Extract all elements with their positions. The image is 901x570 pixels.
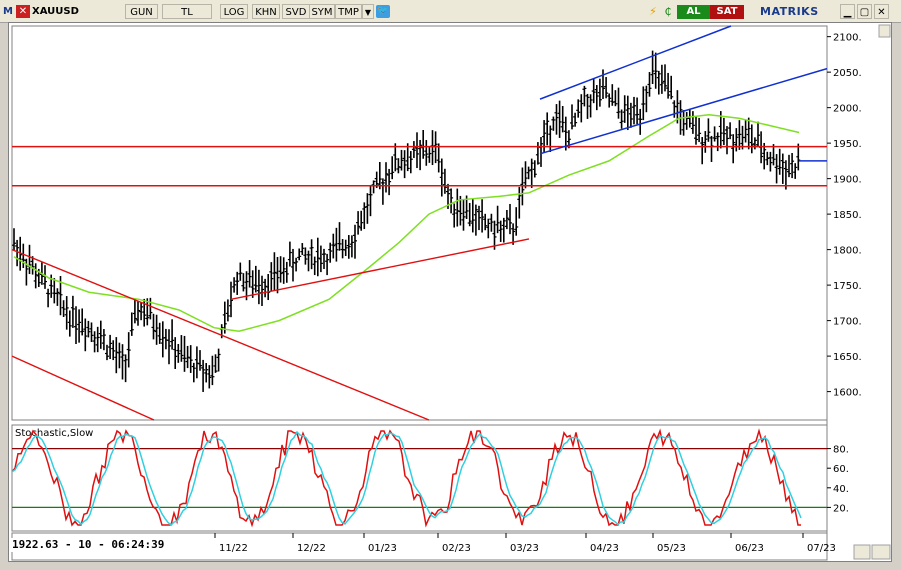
stochastic-k-line [11, 428, 801, 528]
dropdown-chevron-icon[interactable]: ▼ [362, 4, 374, 19]
indicator-tick-label: 80. [833, 445, 849, 456]
indicator-title: Stochastic,Slow [15, 428, 93, 439]
x-tick-label: 05/23 [657, 543, 686, 554]
x-tick-label: 12/22 [297, 543, 326, 554]
price-tick-label: 1600. [833, 388, 862, 399]
x-tick-label: 01/23 [368, 543, 397, 554]
moving-average-line [13, 113, 800, 333]
price-tick-label: 1800. [833, 246, 862, 257]
x-tick-label: 11/22 [219, 543, 248, 554]
svd-button[interactable]: SVD [282, 4, 310, 19]
indicator-tick-label: 40. [833, 484, 849, 495]
trend-line [230, 238, 530, 301]
trend-line [11, 248, 430, 421]
cursor-readout: 1922.63 - 10 - 06:24:39 [10, 538, 167, 552]
price-tick-label: 1750. [833, 281, 862, 292]
close-icon[interactable]: ✕ [16, 5, 30, 18]
m-logo[interactable]: M [3, 6, 13, 17]
x-tick-label: 03/23 [510, 543, 539, 554]
x-tick-label: 06/23 [735, 543, 764, 554]
minimize-button[interactable]: ▁ [840, 4, 855, 19]
sym-button[interactable]: SYM [309, 4, 335, 19]
period-button[interactable]: GUN [125, 4, 158, 19]
settings-icon[interactable] [871, 544, 891, 560]
channel-line [539, 25, 732, 100]
buy-button[interactable]: AL [677, 5, 710, 19]
price-tick-label: 1900. [833, 175, 862, 186]
scroll-up-button[interactable] [878, 24, 891, 38]
x-tick-label: 02/23 [442, 543, 471, 554]
brand-logo: MATRIKS [760, 5, 819, 18]
chart-toolbar: M ✕ XAUUSD GUN TL LOG KHN SVD SYM TMP ▼ … [0, 0, 901, 23]
channel-line [539, 67, 828, 155]
price-tick-label: 2050. [833, 68, 862, 79]
indicator-tick-label: 20. [833, 503, 849, 514]
price-tick-label: 1950. [833, 139, 862, 150]
price-tick-label: 1650. [833, 352, 862, 363]
price-tick-label: 1700. [833, 317, 862, 328]
price-tick-label: 2100. [833, 33, 862, 44]
sell-button[interactable]: SAT [710, 5, 744, 19]
currency-c-icon[interactable]: ₵ [664, 5, 672, 18]
indicator-tick-label: 60. [833, 464, 849, 475]
x-tick-label: 07/23 [807, 543, 836, 554]
currency-button[interactable]: TL [162, 4, 212, 19]
close-window-button[interactable]: ✕ [874, 4, 889, 19]
chart-area[interactable]: 2100. 2050. 2000. 1950. 1900. 1850. 1800. 1750.… [8, 22, 892, 562]
price-chart[interactable]: 2100. 2050. 2000. 1950. 1900. 1850. 1800. 1750.… [9, 23, 893, 563]
price-tick-label: 2000. [833, 104, 862, 115]
refresh-icon[interactable] [853, 544, 871, 560]
trend-line [11, 355, 155, 421]
price-tick-label: 1850. [833, 210, 862, 221]
tmp-button[interactable]: TMP [335, 4, 362, 19]
stochastic-d-line [11, 430, 802, 527]
lightning-icon[interactable]: ⚡ [649, 5, 657, 18]
x-tick-label: 04/23 [590, 543, 619, 554]
khn-button[interactable]: KHN [252, 4, 280, 19]
symbol-label[interactable]: XAUUSD [32, 6, 79, 17]
log-button[interactable]: LOG [220, 4, 248, 19]
twitter-bird-icon[interactable]: 🐦 [376, 5, 390, 18]
restore-button[interactable]: ▢ [857, 4, 872, 19]
